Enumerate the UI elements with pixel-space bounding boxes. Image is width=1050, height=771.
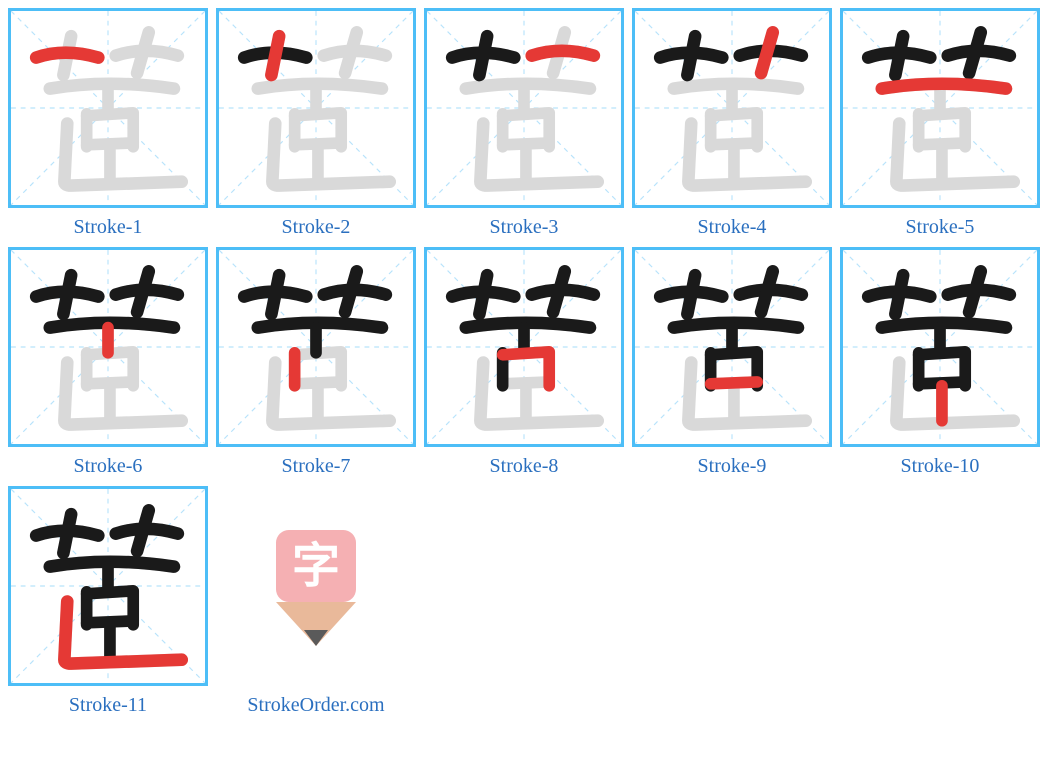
stroke-cell: Stroke-7 — [216, 247, 416, 478]
stroke-tile — [216, 247, 416, 447]
stroke-cell: Stroke-9 — [632, 247, 832, 478]
stroke-label: Stroke-2 — [282, 216, 351, 239]
stroke-tile — [216, 8, 416, 208]
stroke-cell: Stroke-10 — [840, 247, 1040, 478]
stroke-label: Stroke-3 — [490, 216, 559, 239]
stroke-cell: Stroke-5 — [840, 8, 1040, 239]
character-glyph — [635, 11, 829, 205]
stroke-label: Stroke-9 — [698, 455, 767, 478]
stroke-tile — [8, 486, 208, 686]
stroke-tile — [424, 8, 624, 208]
stroke-label: Stroke-1 — [74, 216, 143, 239]
character-glyph — [11, 250, 205, 444]
character-glyph — [427, 250, 621, 444]
stroke-label: Stroke-5 — [906, 216, 975, 239]
character-glyph — [219, 11, 413, 205]
stroke-cell: Stroke-6 — [8, 247, 208, 478]
stroke-cell: Stroke-11 — [8, 486, 208, 717]
svg-text:字: 字 — [292, 540, 340, 593]
stroke-cell: Stroke-8 — [424, 247, 624, 478]
stroke-label: Stroke-6 — [74, 455, 143, 478]
site-logo: 字 — [236, 506, 396, 666]
logo-cell: 字 StrokeOrder.com — [216, 486, 416, 717]
stroke-tile — [8, 8, 208, 208]
character-glyph — [219, 250, 413, 444]
site-label: StrokeOrder.com — [247, 694, 384, 717]
stroke-cell: Stroke-2 — [216, 8, 416, 239]
stroke-order-grid: Stroke-1 Stroke-2 Stroke-3 — [8, 8, 1042, 717]
stroke-tile — [632, 247, 832, 447]
stroke-label: Stroke-7 — [282, 455, 351, 478]
character-glyph — [11, 11, 205, 205]
stroke-cell: Stroke-1 — [8, 8, 208, 239]
stroke-cell: Stroke-4 — [632, 8, 832, 239]
character-glyph — [11, 489, 205, 683]
stroke-label: Stroke-11 — [69, 694, 147, 717]
stroke-tile — [840, 8, 1040, 208]
stroke-label: Stroke-10 — [901, 455, 980, 478]
logo-tile: 字 — [216, 486, 416, 686]
stroke-tile — [840, 247, 1040, 447]
character-glyph — [843, 11, 1037, 205]
stroke-cell: Stroke-3 — [424, 8, 624, 239]
stroke-tile — [424, 247, 624, 447]
stroke-tile — [8, 247, 208, 447]
stroke-tile — [632, 8, 832, 208]
stroke-label: Stroke-8 — [490, 455, 559, 478]
stroke-label: Stroke-4 — [698, 216, 767, 239]
character-glyph — [635, 250, 829, 444]
character-glyph — [843, 250, 1037, 444]
character-glyph — [427, 11, 621, 205]
